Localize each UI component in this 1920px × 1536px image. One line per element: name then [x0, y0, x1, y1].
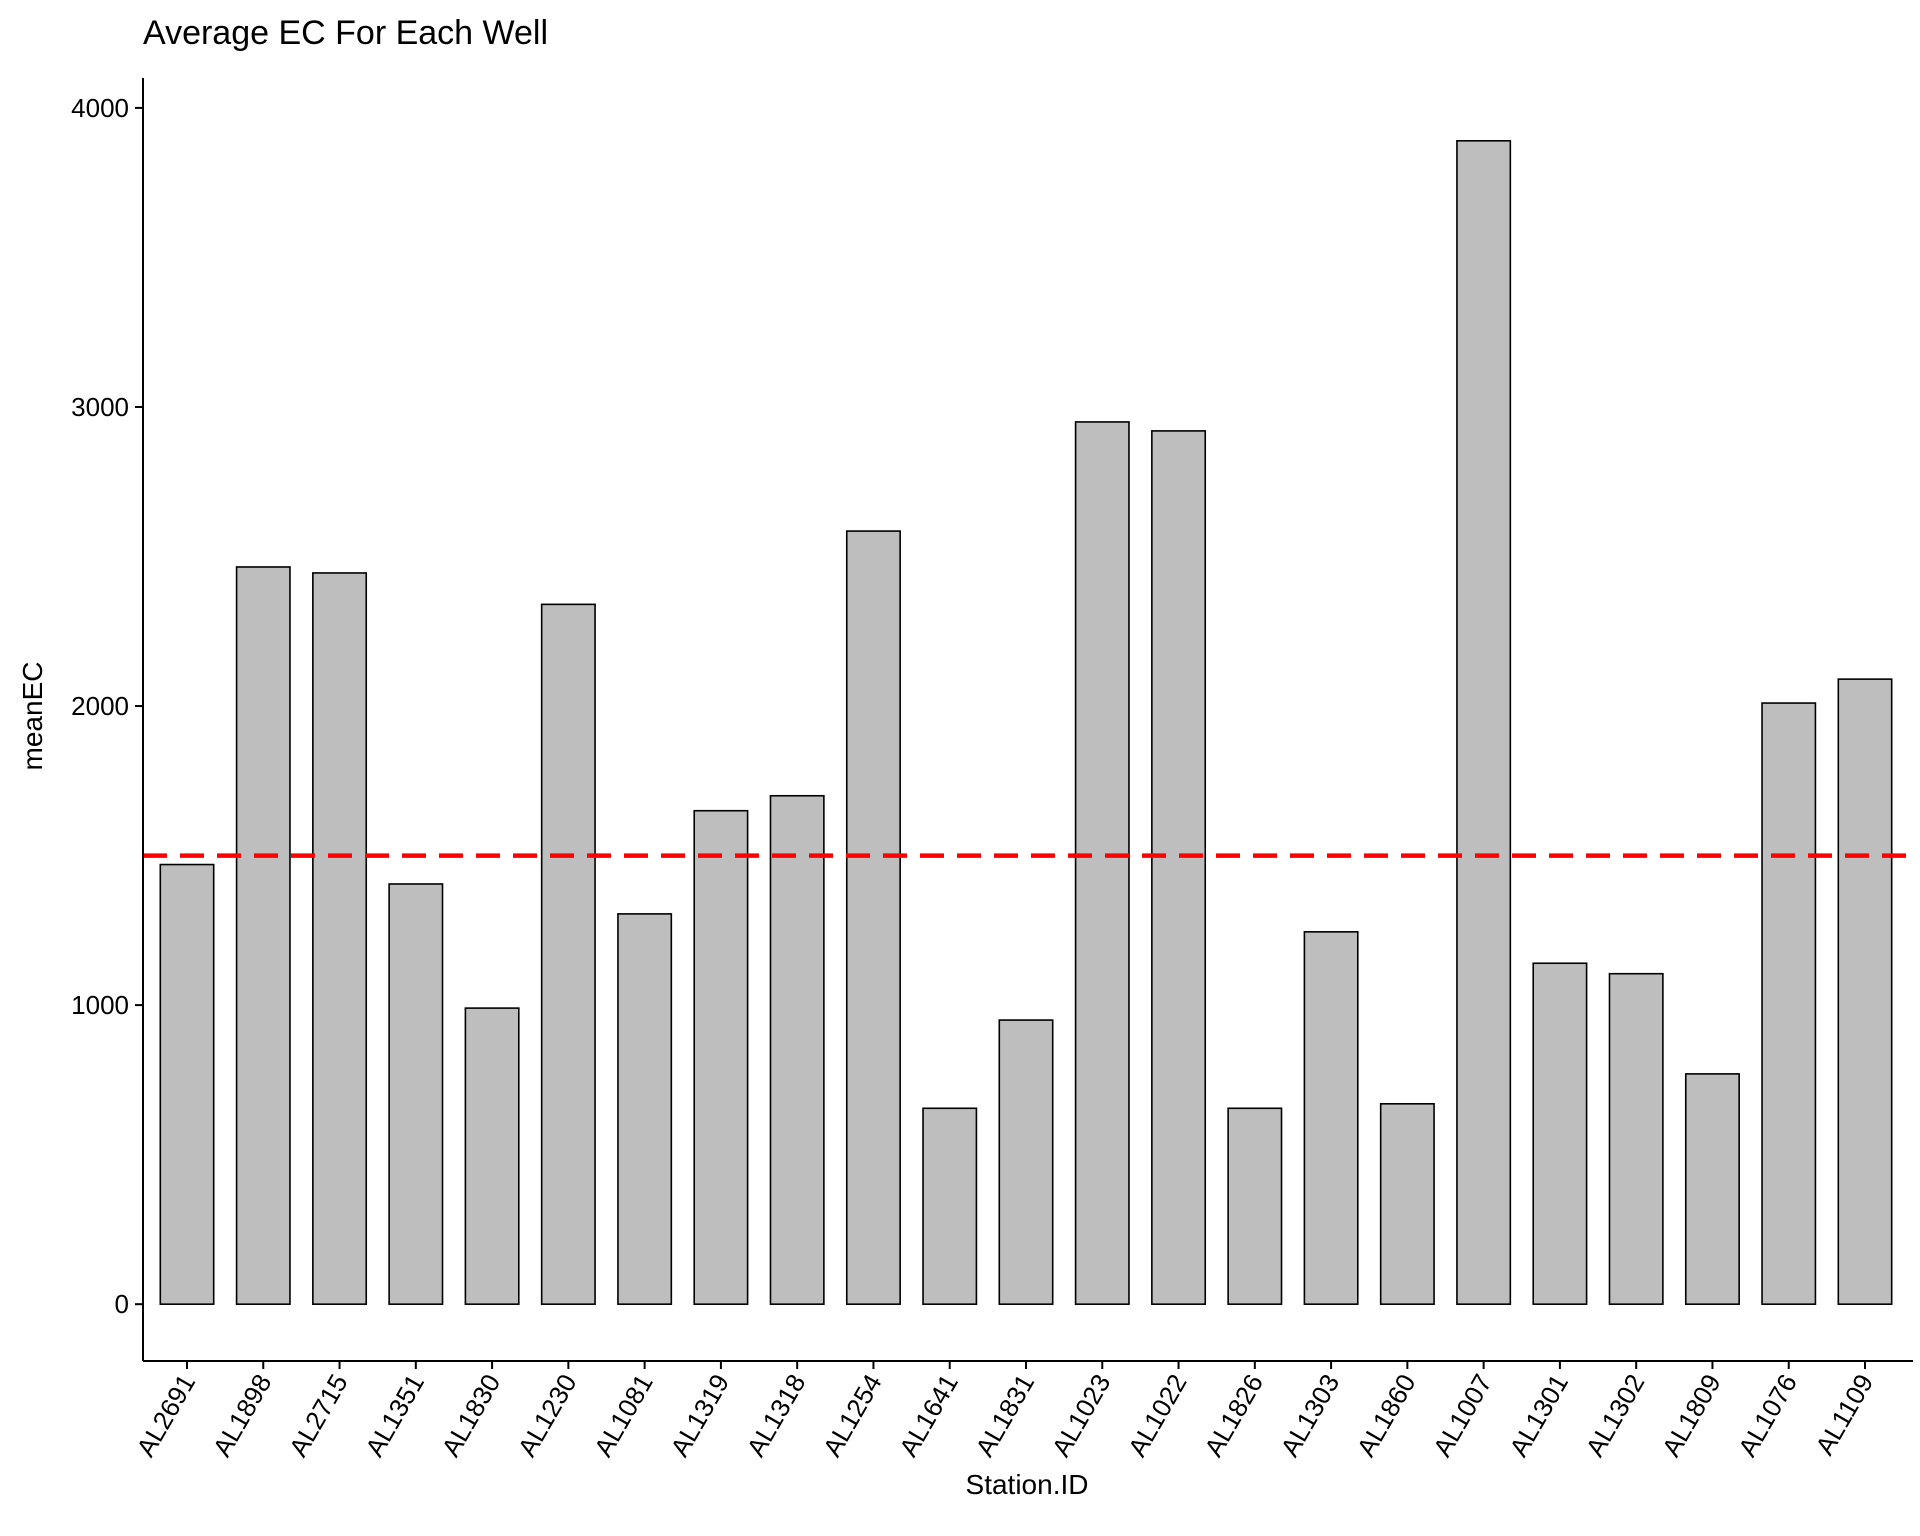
- x-tick-label: AL1254: [817, 1369, 888, 1462]
- y-tick-label: 4000: [71, 93, 129, 123]
- x-tick-label: AL1826: [1198, 1369, 1269, 1462]
- x-tick-label: AL1230: [512, 1369, 583, 1462]
- y-tick-label: 1000: [71, 990, 129, 1020]
- bar-al1230: [540, 603, 596, 1305]
- bars-group: [159, 140, 1893, 1305]
- x-tick-label: AL1301: [1503, 1369, 1574, 1462]
- x-tick-label: AL2715: [283, 1369, 354, 1462]
- x-tick-label: AL1076: [1732, 1369, 1803, 1462]
- bar-al1860: [1379, 1103, 1435, 1305]
- x-tick-label: AL1023: [1046, 1369, 1117, 1462]
- bar-al1809: [1684, 1073, 1740, 1305]
- x-tick-label: AL1641: [893, 1369, 964, 1462]
- bar-al1318: [769, 794, 825, 1305]
- bar-al1302: [1608, 972, 1664, 1305]
- bar-al1830: [464, 1007, 520, 1305]
- x-tick-label: AL1319: [664, 1369, 735, 1462]
- bar-al1303: [1303, 931, 1359, 1305]
- bar-al1641: [922, 1107, 978, 1305]
- bar-al1023: [1074, 421, 1130, 1305]
- x-tick-label: AL1109: [1809, 1369, 1879, 1460]
- bar-al1301: [1532, 962, 1588, 1305]
- x-tick-label: AL1351: [359, 1369, 430, 1462]
- x-tick-label: AL1302: [1580, 1369, 1651, 1462]
- bar-al1351: [388, 883, 444, 1305]
- x-tick-label: AL1809: [1656, 1369, 1727, 1462]
- y-tick-label: 3000: [71, 392, 129, 422]
- x-axis-title: Station.ID: [966, 1469, 1089, 1500]
- bar-al1831: [998, 1019, 1054, 1305]
- bar-al1007: [1456, 140, 1512, 1305]
- bar-al1826: [1227, 1107, 1283, 1305]
- x-tick-label: AL1830: [435, 1369, 506, 1462]
- x-tick-label: AL1007: [1427, 1369, 1498, 1462]
- x-tick-label: AL1831: [969, 1369, 1040, 1462]
- x-tick-label: AL1081: [588, 1369, 659, 1462]
- bar-al1254: [845, 530, 901, 1305]
- y-tick-label: 0: [115, 1289, 129, 1319]
- bar-al2715: [312, 572, 368, 1305]
- x-tick-label: AL1860: [1351, 1369, 1422, 1462]
- x-tick-label: AL1318: [741, 1369, 812, 1462]
- y-tick-label: 2000: [71, 691, 129, 721]
- bar-al1081: [617, 913, 673, 1305]
- x-tick-label: AL2691: [130, 1369, 201, 1462]
- chart-title: Average EC For Each Well: [143, 14, 548, 52]
- bar-al1898: [235, 566, 291, 1305]
- x-tick-label: AL1898: [207, 1369, 278, 1462]
- x-tick-label: AL1022: [1122, 1369, 1193, 1462]
- bar-al2691: [159, 863, 215, 1305]
- bar-al1076: [1761, 702, 1817, 1305]
- bar-al1319: [693, 809, 749, 1305]
- bar-al1022: [1151, 430, 1207, 1305]
- x-tick-label: AL1303: [1274, 1369, 1345, 1462]
- bar-al1109: [1837, 678, 1893, 1305]
- y-axis-title: meanEC: [17, 662, 48, 771]
